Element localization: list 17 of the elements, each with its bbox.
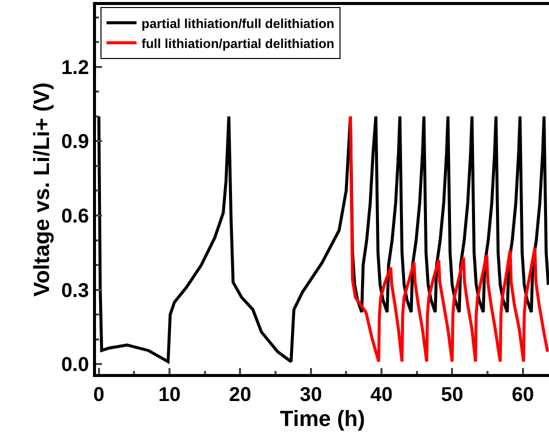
x-tick-label: 30 xyxy=(300,384,322,406)
x-tick-label: 20 xyxy=(229,384,252,406)
x-tick-label: 0 xyxy=(93,384,104,406)
x-axis-title: Time (h) xyxy=(280,406,366,431)
legend-label: full lithiation/partial delithiation xyxy=(142,36,334,51)
legend-label: partial lithiation/full delithiation xyxy=(142,16,334,31)
y-axis-title: Voltage vs. Li/Li+ (V) xyxy=(28,82,54,297)
y-tick-label: 0.3 xyxy=(61,280,89,302)
y-tick-label: 1.2 xyxy=(61,56,89,79)
line-series xyxy=(348,114,549,364)
x-tick-label: 60 xyxy=(512,384,534,406)
x-tick-label: 10 xyxy=(158,384,181,406)
y-tick-label: 0.9 xyxy=(61,131,89,154)
y-tick-label: 0.0 xyxy=(61,354,89,376)
x-tick-label: 40 xyxy=(370,384,393,406)
x-tick-label: 50 xyxy=(441,384,464,406)
y-tick-label: 0.6 xyxy=(61,206,89,228)
